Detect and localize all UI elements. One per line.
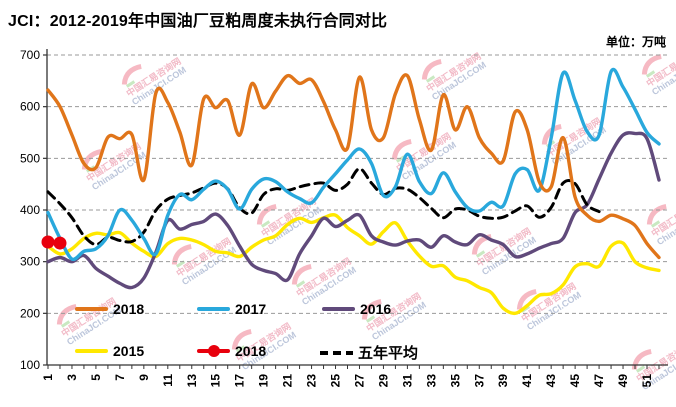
chart-title: JCI：2012-2019年中国油厂豆粕周度未执行合同对比 <box>8 13 388 30</box>
series-1-2017-line <box>46 67 661 262</box>
x-tick-label: 29 <box>376 374 390 388</box>
x-tick-label: 37 <box>472 374 486 388</box>
y-tick-label: 100 <box>20 358 40 372</box>
series-2018-marker <box>41 235 55 249</box>
series-2018-marker <box>53 236 67 250</box>
legend-item-2015: 2015 <box>75 343 144 359</box>
x-tick-label: 31 <box>400 374 414 388</box>
legend-label-2015: 2015 <box>113 343 145 359</box>
x-tick-label: 49 <box>616 374 630 388</box>
legend-label-2017: 2017 <box>235 301 267 317</box>
legend-item-2018: 2018 <box>75 301 144 317</box>
x-tick-label: 21 <box>281 374 295 388</box>
x-tick-label: 3 <box>65 374 79 381</box>
y-tick-label: 600 <box>20 100 40 114</box>
legend-swatch-average-dashed-line <box>320 350 353 355</box>
legend-label-2016: 2016 <box>360 301 392 317</box>
legend-item-2017: 2017 <box>197 301 266 317</box>
y-tick-label: 300 <box>20 255 40 269</box>
legend-item-five-year-average: 五年平均 <box>320 342 418 363</box>
x-tick-label: 25 <box>329 374 343 388</box>
y-tick-label: 200 <box>20 306 40 320</box>
series-5-五年平均-line <box>46 167 601 247</box>
unit-label: 单位：万吨 <box>605 35 666 49</box>
legend-marker-dot <box>208 345 220 357</box>
x-tick-label: 7 <box>113 374 127 381</box>
legend-swatch-2016-line <box>322 307 355 311</box>
x-tick-label: 5 <box>89 374 103 381</box>
x-tick-label: 41 <box>520 374 534 388</box>
x-tick-label: 39 <box>496 374 510 388</box>
series-0-2018-line <box>46 73 661 260</box>
series-2-2016-line <box>46 131 661 290</box>
y-tick-label: 700 <box>20 48 40 62</box>
legend-swatch-2015-line <box>75 349 108 353</box>
x-tick-label: 23 <box>305 374 319 388</box>
legend-label-2018-dots: 2018 <box>235 343 267 359</box>
x-tick-label: 47 <box>592 374 606 388</box>
x-tick-label: 51 <box>640 374 654 388</box>
legend-swatch-2018-line <box>75 307 108 311</box>
y-tick-label: 500 <box>20 151 40 165</box>
x-tick-label: 27 <box>352 374 366 388</box>
legend-item-2016: 2016 <box>322 301 391 317</box>
x-tick-label: 33 <box>424 374 438 388</box>
x-tick-label: 9 <box>137 374 151 381</box>
x-tick-label: 15 <box>209 374 223 388</box>
x-tick-label: 45 <box>568 374 582 388</box>
legend-swatch-2018-dot-line <box>197 345 230 357</box>
x-tick-label: 11 <box>161 374 175 387</box>
x-tick-label: 13 <box>185 374 199 388</box>
y-tick-label: 400 <box>20 203 40 217</box>
x-tick-label: 1 <box>41 374 55 381</box>
legend-item-2018-dots: 2018 <box>197 343 266 359</box>
legend-label-five-year-average: 五年平均 <box>358 345 419 362</box>
series-3-2015-line <box>46 213 661 316</box>
legend-swatch-2017-line <box>197 307 230 311</box>
x-tick-label: 35 <box>448 374 462 388</box>
x-tick-label: 19 <box>257 374 271 388</box>
x-tick-label: 43 <box>544 374 558 388</box>
x-tick-label: 17 <box>233 374 247 388</box>
legend-label-2018: 2018 <box>113 301 145 317</box>
